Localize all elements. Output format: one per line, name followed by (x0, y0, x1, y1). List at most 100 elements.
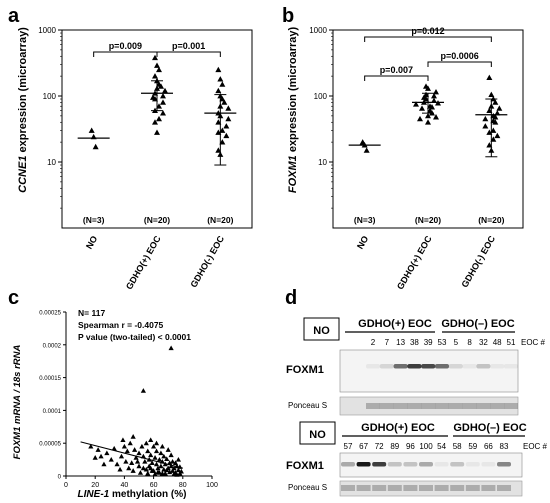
c-data-point (153, 448, 160, 454)
blot1-foxm1-band (407, 364, 422, 369)
blot2-ponceau-band (372, 485, 387, 491)
c-data-point (130, 468, 136, 473)
a-significance-bracket (93, 51, 158, 57)
c-data-point (120, 437, 126, 442)
c-ytick-label: 0.00005 (39, 442, 61, 448)
c-ytick-label: 0 (58, 475, 62, 481)
blot2-no-box (299, 421, 336, 445)
c-data-point (167, 460, 173, 465)
blot2-lane-label: 57 (344, 442, 353, 451)
panel-b-axes: 1000 100 10 NO (N=3) GDHO(+) EOC (N=20) GDHO(-)… (309, 26, 524, 291)
c-data-point (140, 388, 146, 393)
blot2-ponceau-band (419, 485, 433, 491)
c-data-point (104, 450, 110, 456)
c-data-point (101, 461, 107, 467)
c-data-point (168, 452, 174, 458)
c-data-point (111, 445, 117, 451)
a-ytick-label: 10 (47, 158, 56, 167)
blot2-lane-label: 67 (359, 442, 368, 451)
c-data-point (164, 456, 170, 462)
b-count-label: (N=20) (415, 215, 441, 225)
b-count-label: (N=20) (478, 215, 504, 225)
c-data-point (127, 440, 133, 446)
b-pvalue-label: p=0.012 (411, 26, 444, 36)
blot1-foxm1-band (462, 364, 477, 369)
blot2-foxm1-band (372, 462, 387, 467)
panel-b: b FOXM1 expression (microarray) 10001001… (282, 5, 524, 291)
c-data-point (168, 463, 174, 469)
blot1-ponceau-band (462, 403, 477, 409)
c-data-point (148, 437, 154, 442)
blot1-foxm1-band (366, 364, 380, 369)
blot1-foxm1-band (448, 364, 463, 369)
blot2-pos-group: GDHO(+) EOC (361, 422, 435, 434)
a-pvalue-label: p=0.001 (172, 41, 205, 51)
blot2-foxm1-band (341, 462, 355, 467)
c-data-point (114, 461, 120, 467)
blot1-lane-labels: 2 7 13 38 39 53 5 8 32 48 51 (371, 338, 516, 347)
blot1-foxm1-band (379, 364, 394, 369)
western-blot-2: NO GDHO(+) EOC GDHO(–) EOC EOC # 57 67 72 8… (286, 421, 548, 497)
c-data-point (134, 458, 141, 464)
a-category-label: GDHO(+) EOC (124, 234, 163, 292)
blot1-ponceau-band (366, 403, 380, 409)
c-data-point (132, 447, 138, 452)
blot2-neg-group: GDHO(–) EOC (453, 422, 526, 434)
panel-d-letter: d (285, 287, 297, 309)
a-data-point (158, 83, 164, 89)
blot1-lane-label: 38 (410, 338, 419, 347)
a-significance-bracket (156, 51, 221, 57)
a-data-point (225, 105, 232, 111)
c-xtick-label: 100 (206, 482, 218, 489)
c-data-point (167, 469, 173, 475)
panel-a-ylabel: CCNE1 expression (microarray) (17, 27, 29, 193)
blot1-foxm1-band (435, 364, 449, 369)
a-data-point (156, 66, 162, 73)
b-plot-frame (332, 29, 524, 229)
c-data-point (146, 463, 152, 469)
b-data-point (433, 88, 439, 95)
c-data-point (171, 465, 177, 471)
c-data-point (153, 440, 160, 446)
a-data-point (154, 62, 160, 68)
c-data-point (164, 467, 170, 473)
blot2-stain-label: Ponceau S (288, 483, 327, 492)
a-data-point (152, 73, 158, 79)
a-ytick-label: 100 (43, 92, 57, 101)
c-data-point (172, 460, 179, 465)
blot1-ponceau-band (490, 403, 505, 409)
blot1-ponceau-band (393, 403, 408, 409)
blot1-ponceau-band (379, 403, 394, 409)
b-data-point (486, 74, 493, 81)
a-data-point (217, 76, 224, 82)
blot2-lane-label: 96 (406, 442, 415, 451)
b-data-point (492, 99, 499, 105)
c-ytick-label: 0.0001 (43, 409, 62, 415)
blot2-ponceau-membrane (339, 480, 523, 497)
b-significance-bracket (364, 75, 429, 81)
blot2-ponceau-band (341, 485, 355, 491)
c-data-point (136, 463, 142, 469)
blot1-foxm1-band (393, 364, 408, 369)
blot2-ponceau-band (387, 485, 402, 491)
blot2-lane-label: 66 (484, 442, 493, 451)
blot1-foxm1-band (490, 364, 505, 369)
blot2-band-label: FOXM1 (286, 460, 324, 472)
c-data-point (121, 443, 127, 449)
c-data-point (155, 469, 161, 475)
b-data-point (413, 101, 419, 107)
c-trend-line (80, 441, 183, 469)
c-data-point (130, 434, 136, 439)
blot2-foxm1-band (497, 462, 511, 467)
blot2-ponceau-band (450, 485, 465, 491)
blot2-lane-label: 59 (468, 442, 477, 451)
c-xtick-label: 20 (91, 482, 99, 489)
c-data-point (123, 458, 129, 464)
c-xtick-label: 40 (121, 482, 129, 489)
c-data-point (174, 472, 180, 477)
c-data-point (175, 467, 182, 473)
b-data-point (492, 119, 499, 125)
a-data-point (162, 87, 168, 94)
a-category-label: NO (84, 234, 99, 251)
